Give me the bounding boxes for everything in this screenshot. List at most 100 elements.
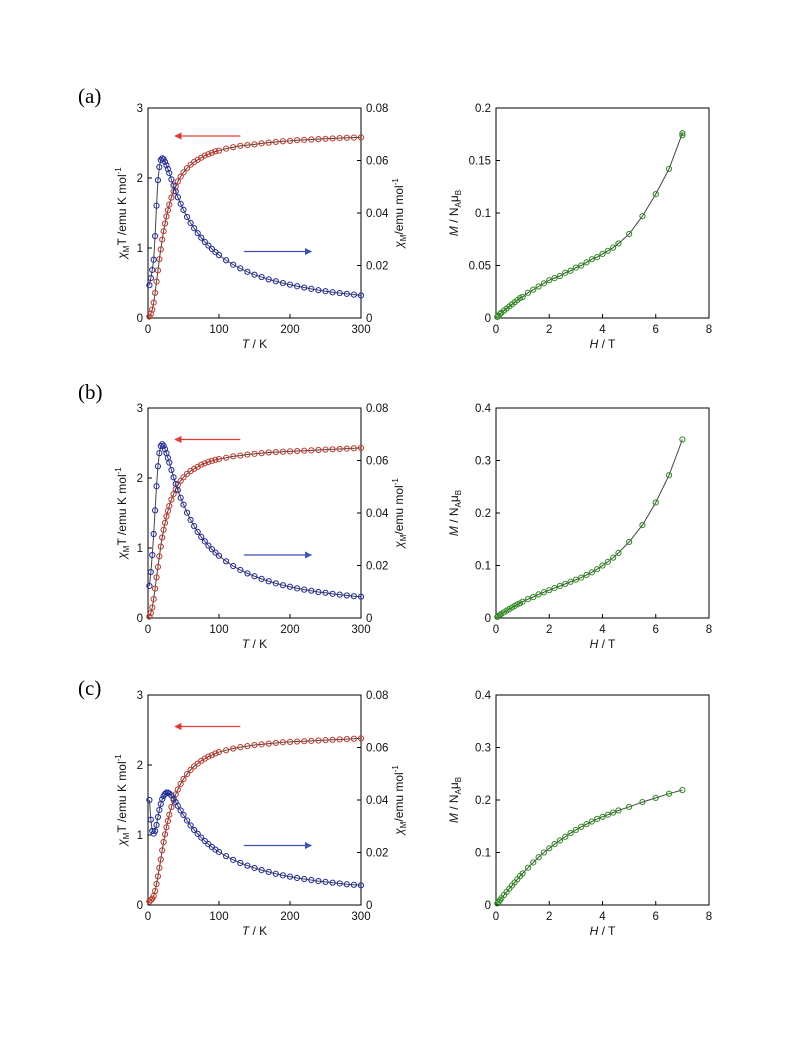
b-susceptibility-series-1-point-17 bbox=[172, 480, 179, 487]
a-susceptibility-series-1-point-25 bbox=[198, 234, 205, 241]
y-axis-title: M / NAμB bbox=[447, 190, 463, 236]
b-magnetization-series-0-point-13 bbox=[530, 593, 537, 601]
b-magnetization-series-0-point-28 bbox=[610, 554, 617, 561]
b-susceptibility-series-0-point-0 bbox=[146, 613, 153, 620]
c-susceptibility-series-0-point-30 bbox=[215, 748, 223, 756]
b-susceptibility-series-1-point-29 bbox=[212, 549, 219, 556]
b-susceptibility-series-1-point-40 bbox=[286, 583, 294, 590]
a-magnetization-series-0-point-12 bbox=[524, 289, 532, 296]
c-susceptibility-series-1-point-6 bbox=[154, 813, 162, 821]
c-magnetization-fit-line bbox=[496, 789, 683, 904]
a-magnetization-series-0-point-30 bbox=[626, 230, 633, 238]
y-left-tick-label: 3 bbox=[137, 690, 143, 702]
a-magnetization-series-0-point-18 bbox=[556, 272, 564, 280]
c-magnetization-frame bbox=[495, 694, 710, 906]
c-susceptibility-series-1-point-1 bbox=[147, 816, 154, 823]
b-susceptibility-series-0-point-6 bbox=[154, 563, 162, 571]
y-left-tick-label: 3 bbox=[137, 103, 143, 115]
c-magnetization-series-0-point-17 bbox=[551, 841, 558, 848]
a-susceptibility-series-1-point-36 bbox=[258, 273, 265, 281]
b-susceptibility-series-0-point-31 bbox=[223, 454, 230, 461]
panel-label-c: (c) bbox=[78, 676, 102, 700]
y-tick-label: 0.4 bbox=[475, 403, 492, 415]
y-tick-label: 0.05 bbox=[469, 261, 491, 273]
b-susceptibility-series-1-point-2 bbox=[149, 551, 156, 559]
b-magnetization-frame bbox=[495, 407, 710, 619]
c-susceptibility-series-1-point-42 bbox=[301, 875, 308, 883]
a-magnetization-series-0-point-33 bbox=[665, 165, 673, 172]
c-susceptibility-series-0-point-29 bbox=[212, 750, 219, 757]
x-axis-symbol: H bbox=[590, 337, 599, 351]
b-susceptibility-series-0-point-36 bbox=[258, 450, 265, 457]
b-susceptibility-series-1-point-44 bbox=[315, 588, 322, 596]
a-magnetization-series-0-point-23 bbox=[583, 259, 590, 266]
c-susceptibility-series-1-point-7 bbox=[156, 806, 163, 814]
a-magnetization-series-0-point-19 bbox=[562, 269, 569, 276]
c-susceptibility-series-1-point-24 bbox=[194, 830, 201, 837]
y-left-tick-label: 0 bbox=[137, 613, 143, 625]
a-susceptibility-series-0-point-44 bbox=[315, 136, 322, 143]
b-magnetization-series-0-point-16 bbox=[546, 587, 553, 594]
x-tick-label: 300 bbox=[351, 324, 370, 336]
b-susceptibility-series-1-point-38 bbox=[272, 580, 279, 587]
b-magnetization-series-0-point-27 bbox=[604, 558, 611, 565]
c-susceptibility-series-0-point-32 bbox=[230, 745, 237, 752]
c-susceptibility-series-0-point-38 bbox=[272, 739, 279, 747]
y-right-tick-label: 0.04 bbox=[366, 508, 389, 520]
c-susceptibility-series-1-point-32 bbox=[230, 856, 237, 863]
a-susceptibility-series-1-point-35 bbox=[251, 271, 258, 278]
a-magnetization-fit-line bbox=[497, 133, 683, 318]
y-right-tick-label: 0.02 bbox=[366, 848, 388, 860]
b-susceptibility-series-0-point-50 bbox=[357, 444, 365, 451]
a-susceptibility-series-1-point-28 bbox=[208, 245, 215, 253]
a-magnetization-frame bbox=[495, 107, 710, 319]
c-susceptibility-series-0-point-50 bbox=[357, 735, 365, 742]
b-susceptibility-series-1-point-6 bbox=[154, 463, 162, 470]
c-magnetization-series-0-point-13 bbox=[530, 859, 537, 866]
x-tick-label: 2 bbox=[546, 624, 552, 636]
a-susceptibility-frame bbox=[147, 107, 362, 319]
y-left-tick-label: 3 bbox=[137, 403, 143, 415]
b-susceptibility-series-0-point-45 bbox=[322, 446, 329, 453]
c-susceptibility-series-1-point-20 bbox=[180, 811, 187, 819]
a-susceptibility-series-1-point-40 bbox=[286, 281, 294, 288]
x-tick-label: 4 bbox=[599, 624, 606, 636]
a-magnetization-series-0-point-34 bbox=[679, 130, 686, 137]
a-susceptibility-series-1-point-33 bbox=[237, 265, 244, 272]
b-susceptibility-series-1-point-8 bbox=[157, 442, 164, 450]
c-magnetization-series-0-point-18 bbox=[556, 837, 564, 844]
b-magnetization-series-0-point-17 bbox=[551, 584, 558, 592]
a-susceptibility-series-0-point-5 bbox=[153, 278, 160, 285]
c-susceptibility-series-0-point-36 bbox=[258, 741, 265, 748]
x-tick-label: 8 bbox=[706, 624, 712, 636]
y-tick-label: 0 bbox=[485, 313, 491, 325]
a-susceptibility-series-0-point-46 bbox=[329, 135, 336, 142]
a-magnetization-series-0-point-2 bbox=[496, 310, 504, 317]
c-susceptibility-series-0-point-8 bbox=[157, 856, 164, 863]
b-susceptibility-series-0-point-30 bbox=[215, 456, 223, 463]
a-susceptibility-series-0-point-8 bbox=[157, 246, 164, 253]
c-susceptibility-series-1-point-18 bbox=[174, 802, 181, 809]
a-susceptibility-series-1-point-31 bbox=[223, 257, 230, 264]
x-axis-unit: / T bbox=[598, 924, 616, 938]
c-susceptibility-series-1-point-11 bbox=[161, 790, 169, 798]
a-susceptibility-series-1-point-17 bbox=[172, 188, 179, 195]
chart-b-magnetization: 0 2 4 6 8 H / T 0 0.1 0.2 0.3 0.4 M / NAμB bbox=[447, 403, 712, 651]
a-susceptibility-series-1-point-38 bbox=[272, 278, 279, 285]
b-susceptibility-series-1-point-23 bbox=[191, 523, 198, 530]
c-susceptibility-series-1-point-44 bbox=[315, 878, 322, 885]
a-magnetization-series-0-point-15 bbox=[540, 280, 548, 287]
a-susceptibility-series-1-point-46 bbox=[329, 289, 336, 296]
a-susceptibility-series-0-point-36 bbox=[258, 140, 265, 147]
a-magnetization-series-0-point-27 bbox=[604, 247, 611, 254]
a-susceptibility-series-0-point-15 bbox=[168, 194, 175, 201]
b-magnetization-series-0-point-29 bbox=[615, 549, 622, 557]
a-susceptibility-series-1-point-45 bbox=[322, 288, 329, 295]
c-susceptibility-series-0-point-21 bbox=[183, 771, 191, 778]
x-tick-label: 300 bbox=[351, 624, 370, 636]
x-tick-label: 0 bbox=[493, 624, 499, 636]
a-susceptibility-series-1-point-49 bbox=[350, 291, 357, 298]
x-axis-unit: / K bbox=[249, 924, 267, 938]
c-magnetization-series-0-point-25 bbox=[594, 815, 601, 823]
c-susceptibility-series-0-point-45 bbox=[322, 737, 329, 744]
